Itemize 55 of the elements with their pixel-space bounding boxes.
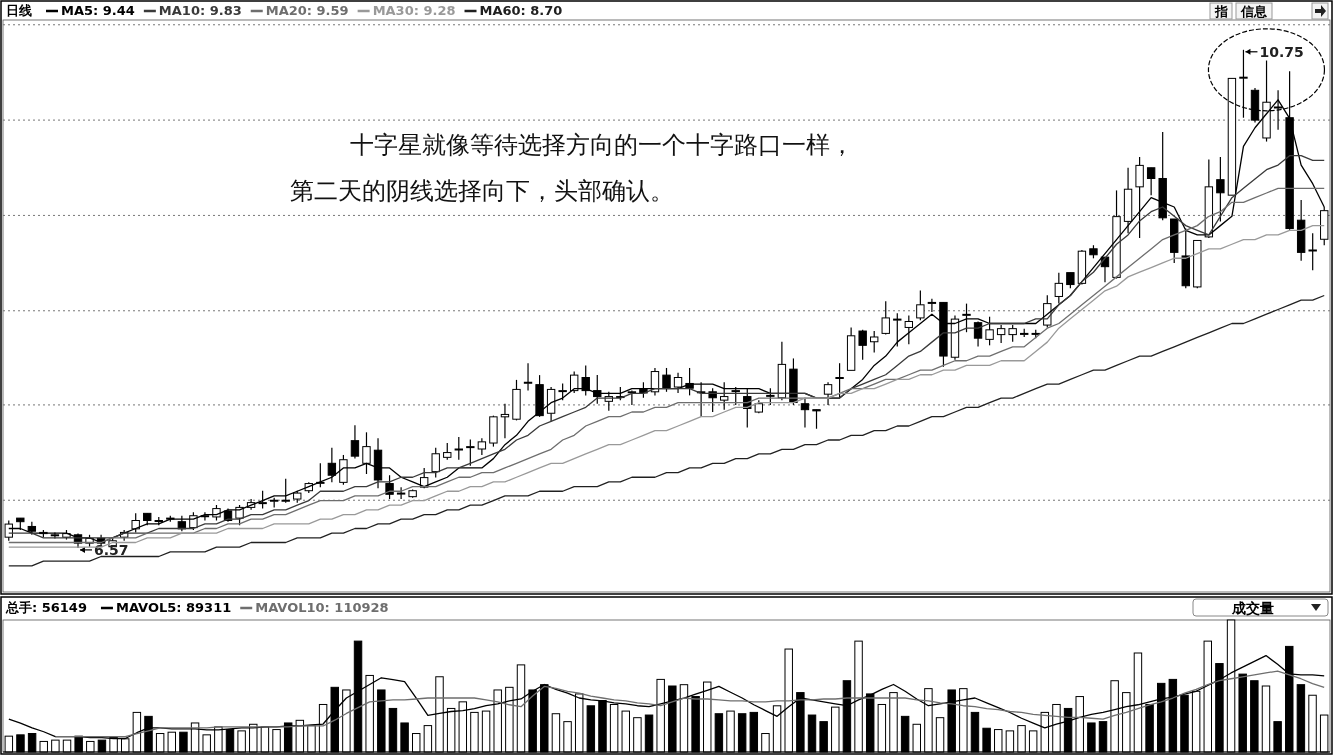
candlestick xyxy=(523,362,533,392)
candlestick xyxy=(546,386,556,423)
candlestick xyxy=(904,314,914,345)
candlestick xyxy=(1308,232,1317,271)
chart-title: 日线 xyxy=(6,3,32,18)
candlestick xyxy=(800,397,810,429)
legend-label: MA5: 9.44 xyxy=(61,3,135,18)
text: 信息 xyxy=(1240,4,1268,19)
candlestick xyxy=(812,409,821,430)
text: 成交量 xyxy=(1231,600,1274,616)
candlestick xyxy=(327,447,337,483)
candlestick xyxy=(1054,272,1064,305)
candlestick xyxy=(569,370,579,394)
candlestick xyxy=(281,478,290,504)
candlestick xyxy=(916,289,925,321)
annotation: 第二天的阴线选择向下，头部确认。 xyxy=(290,177,674,205)
candlestick xyxy=(870,330,879,354)
legend-label: MA10: 9.83 xyxy=(158,3,242,18)
candlestick xyxy=(962,303,971,333)
text: 指 xyxy=(1213,4,1228,19)
candlestick xyxy=(673,372,683,394)
legend-label: MAVOL10: 110928 xyxy=(255,600,389,615)
candlestick xyxy=(593,374,602,405)
candlestick xyxy=(985,316,994,346)
candlestick xyxy=(581,364,590,396)
candlestick xyxy=(996,324,1006,344)
annotation: 6.57 xyxy=(94,541,129,558)
candlestick xyxy=(858,329,867,361)
candlestick xyxy=(466,438,475,467)
legend-label: MAVOL5: 89311 xyxy=(115,600,232,615)
candlestick xyxy=(823,381,833,406)
legend-label: MA30: 9.28 xyxy=(372,3,456,18)
candlestick xyxy=(1216,156,1225,222)
candlestick xyxy=(339,454,348,486)
annotation: 十字星就像等待选择方向的一个十字路口一样， xyxy=(350,131,854,159)
annotation: 10.75 xyxy=(1259,43,1304,60)
candlestick xyxy=(431,447,440,479)
candlestick xyxy=(350,424,360,460)
candlestick xyxy=(627,390,637,406)
candlestick xyxy=(835,362,844,399)
candlestick xyxy=(893,312,902,348)
legend-label: MA20: 9.59 xyxy=(265,3,349,18)
candlestick xyxy=(1135,156,1144,239)
candlestick xyxy=(1146,167,1156,196)
candlestick xyxy=(396,486,406,500)
legend-label: MA60: 8.70 xyxy=(479,3,563,18)
candlestick xyxy=(662,367,671,393)
candlestick xyxy=(720,381,729,411)
candlestick xyxy=(385,474,394,500)
candlestick xyxy=(131,512,140,534)
chart-title: 总手: 56149 xyxy=(5,600,87,615)
candlestick xyxy=(454,436,463,461)
candlestick xyxy=(362,431,371,475)
candlestick xyxy=(927,298,937,313)
candlestick xyxy=(881,300,890,336)
